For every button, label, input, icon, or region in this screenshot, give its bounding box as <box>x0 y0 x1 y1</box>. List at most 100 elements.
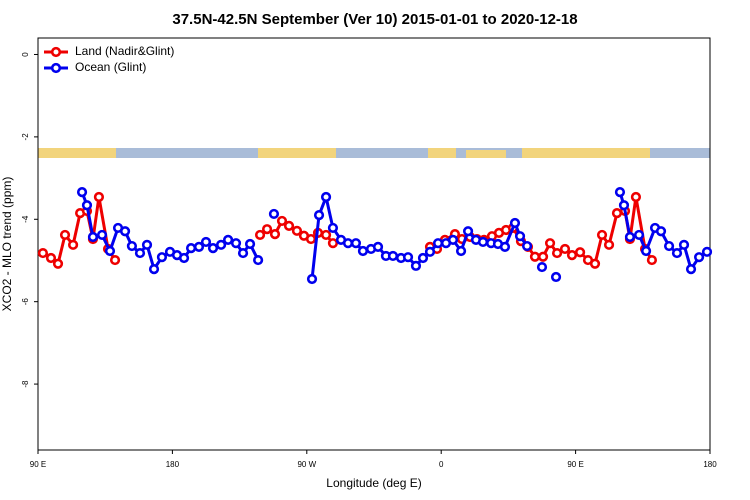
land-strip <box>38 148 116 158</box>
data-point <box>596 229 608 241</box>
data-point <box>119 226 131 237</box>
data-point <box>671 247 683 259</box>
data-point <box>424 246 436 257</box>
data-point <box>603 239 615 250</box>
data-point <box>551 247 563 259</box>
land-strip <box>258 148 336 158</box>
data-point <box>244 238 256 250</box>
legend-label: Land (Nadir&Glint) <box>75 44 174 58</box>
data-point <box>410 260 422 271</box>
x-tick-label: 90 E <box>567 460 583 469</box>
data-point <box>93 191 105 203</box>
data-point <box>417 252 429 264</box>
data-point <box>544 238 556 249</box>
data-point <box>223 234 234 245</box>
data-point <box>477 236 489 248</box>
data-point <box>254 229 266 241</box>
data-point <box>693 252 705 263</box>
data-point <box>156 252 168 263</box>
data-point <box>81 200 93 211</box>
data-point <box>550 271 562 283</box>
data-point <box>320 229 332 241</box>
data-point <box>45 252 57 264</box>
data-point <box>37 247 49 259</box>
data-point <box>618 200 630 211</box>
x-tick-label: 90 E <box>30 460 46 469</box>
data-point <box>305 233 317 245</box>
series <box>37 191 658 269</box>
data-point <box>509 217 521 229</box>
data-point <box>193 241 205 252</box>
data-point <box>59 229 71 241</box>
data-point <box>462 226 474 237</box>
data-point <box>387 250 399 262</box>
data-point <box>574 247 586 258</box>
data-point <box>237 247 249 259</box>
data-point <box>655 226 667 237</box>
data-point <box>185 243 197 254</box>
data-point <box>685 264 697 275</box>
data-point <box>76 186 88 198</box>
data-point <box>514 231 526 242</box>
data-point <box>663 240 675 252</box>
data-point <box>327 222 339 234</box>
data-point <box>357 245 369 257</box>
land-strip <box>522 148 650 158</box>
data-point <box>350 238 362 249</box>
data-point <box>678 239 690 250</box>
data-point <box>640 245 652 257</box>
map-strip <box>38 148 710 158</box>
data-point <box>432 238 444 249</box>
y-tick-label: -2 <box>21 133 30 141</box>
data-point <box>134 247 146 259</box>
chart-title: 37.5N-42.5N September (Ver 10) 2015-01-0… <box>172 11 577 28</box>
x-tick-label: 180 <box>166 460 180 469</box>
series-line <box>80 191 708 280</box>
data-point <box>253 254 264 266</box>
data-point <box>313 210 325 221</box>
data-point <box>327 238 339 249</box>
land-strip <box>466 150 506 158</box>
data-point <box>589 258 601 269</box>
plot-frame <box>37 37 711 451</box>
data-point <box>104 245 116 257</box>
data-point <box>646 254 658 266</box>
data-point <box>261 224 273 235</box>
y-tick-label: -8 <box>21 380 30 388</box>
data-point <box>372 241 384 252</box>
data-point <box>529 251 541 262</box>
data-point <box>624 231 636 243</box>
data-point <box>633 229 645 241</box>
x-tick-label: 90 W <box>297 460 316 469</box>
data-point <box>178 252 190 264</box>
series <box>76 186 713 285</box>
legend-label: Ocean (Glint) <box>75 60 146 74</box>
data-point <box>630 191 642 203</box>
data-point <box>537 251 549 262</box>
y-tick-label: -6 <box>21 298 30 306</box>
data-point <box>109 254 121 266</box>
data-point <box>67 239 79 250</box>
data-point <box>447 234 459 245</box>
data-point <box>126 240 138 252</box>
x-axis-label: Longitude (deg E) <box>326 476 421 490</box>
legend-marker <box>50 46 62 58</box>
data-point <box>566 250 578 261</box>
data-point <box>283 220 295 231</box>
data-point <box>320 191 332 203</box>
data-point <box>230 238 242 249</box>
data-point <box>52 258 64 269</box>
data-point <box>269 229 281 240</box>
data-point <box>402 252 414 263</box>
ocean-strip <box>38 148 710 158</box>
data-point <box>499 241 511 252</box>
land-strip <box>428 148 456 158</box>
y-tick-label: -4 <box>21 215 30 223</box>
data-point <box>559 243 571 255</box>
data-point <box>207 243 219 254</box>
data-point <box>200 236 212 248</box>
data-point <box>536 261 548 273</box>
data-point <box>306 273 318 285</box>
x-tick-label: 180 <box>703 460 717 469</box>
data-point <box>148 264 160 275</box>
